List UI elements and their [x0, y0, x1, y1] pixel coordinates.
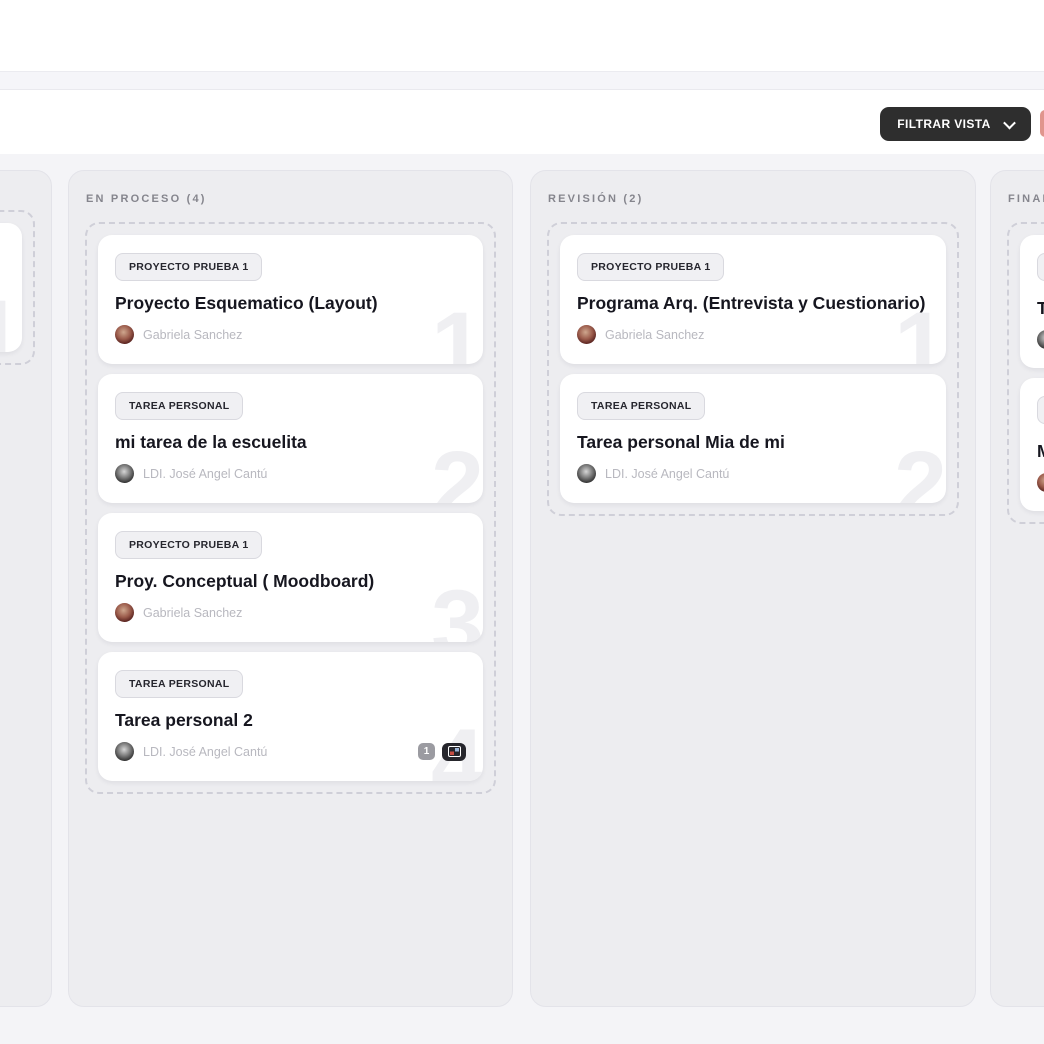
chevron-down-icon	[1002, 116, 1016, 129]
header-divider-strip	[0, 71, 1044, 90]
assignee-name: LDI. José Angel Cantú	[605, 466, 730, 481]
assignee-avatar	[1037, 473, 1044, 492]
assignee-avatar	[115, 464, 134, 483]
card-title: Proyecto Esquematico (Layout)	[115, 293, 378, 313]
task-card[interactable]: TAREA PERSONAL Tarea personal Mia de mi LD…	[560, 374, 946, 503]
assignee-avatar	[115, 742, 134, 761]
image-attachment-badge	[442, 742, 466, 761]
card-title: Programa Arq. (Entrevista y Cuestionario…	[577, 293, 926, 313]
subtask-count-badge: 1	[418, 743, 435, 760]
card-ghost-number: 1	[0, 287, 22, 353]
assignee-name: Gabriela Sanchez	[143, 605, 243, 620]
column-dropzone[interactable]: 1	[0, 210, 35, 365]
assignee-name: Gabriela Sanchez	[605, 327, 705, 342]
task-card[interactable]: M2	[1020, 378, 1044, 511]
card-title: Proy. Conceptual ( Moodboard)	[115, 571, 375, 591]
project-tag: TAREA PERSONAL	[577, 392, 706, 420]
project-tag: PROYECTO PRUEBA 1	[577, 253, 725, 281]
card-meta-row: Gabriela Sanchez	[577, 325, 929, 344]
board-toolbar: FILTRAR VISTA	[0, 90, 1044, 154]
assignee-name: LDI. José Angel Cantú	[143, 466, 268, 481]
card-ghost-number: 1	[431, 293, 483, 365]
assignee-avatar	[115, 603, 134, 622]
task-card[interactable]: T1	[1020, 235, 1044, 368]
project-tag	[1037, 253, 1044, 281]
assignee-name: Gabriela Sanchez	[143, 327, 243, 342]
column-dropzone[interactable]: PROYECTO PRUEBA 1 Proyecto Esquematico (L…	[85, 222, 496, 794]
column-revision: REVISIÓN (2) PROYECTO PRUEBA 1 Programa Ar…	[530, 170, 976, 1007]
card-meta-row	[1037, 473, 1044, 492]
card-title: M	[1037, 441, 1044, 461]
column-proceso: EN PROCESO (4) PROYECTO PRUEBA 1 Proyecto …	[68, 170, 513, 1007]
column-dropzone[interactable]: PROYECTO PRUEBA 1 Programa Arq. (Entrevis…	[547, 222, 959, 516]
task-card[interactable]: TAREA PERSONAL Tarea personal 2 LDI. José …	[98, 652, 483, 781]
column-left: 1	[0, 170, 52, 1007]
assignee-name: LDI. José Angel Cantú	[143, 744, 268, 759]
card-meta-row: LDI. José Angel Cantú	[577, 464, 929, 483]
column-header: REVISIÓN (2)	[548, 193, 644, 205]
card-title: T	[1037, 298, 1044, 318]
card-ghost-number: 1	[894, 293, 946, 365]
task-card[interactable]: PROYECTO PRUEBA 1 Proyecto Esquematico (L…	[98, 235, 483, 364]
task-card[interactable]: PROYECTO PRUEBA 1 Proy. Conceptual ( Mood…	[98, 513, 483, 642]
card-meta-row	[1037, 330, 1044, 349]
card-title: Tarea personal Mia de mi	[577, 432, 785, 452]
assignee-avatar	[115, 325, 134, 344]
column-header: FINAL	[1008, 193, 1044, 205]
project-tag: PROYECTO PRUEBA 1	[115, 253, 263, 281]
card-ghost-number: 2	[894, 432, 946, 504]
card-meta-row: Gabriela Sanchez	[115, 325, 466, 344]
assignee-avatar	[1037, 330, 1044, 349]
card-ghost-number: 2	[431, 432, 483, 504]
column-final: FINAL T1M2	[990, 170, 1044, 1007]
card-meta-row: LDI. José Angel Cantú 1	[115, 742, 466, 761]
column-header: EN PROCESO (4)	[86, 193, 207, 205]
project-tag	[1037, 396, 1044, 424]
page-header-space	[0, 0, 1044, 71]
column-dropzone[interactable]: T1M2	[1007, 222, 1044, 524]
card-badges: 1	[418, 742, 466, 761]
card-meta-row: LDI. José Angel Cantú	[115, 464, 466, 483]
task-card[interactable]: 1	[0, 223, 22, 352]
image-icon	[447, 746, 461, 757]
card-title: mi tarea de la escuelita	[115, 432, 307, 452]
board: 1 EN PROCESO (4) PROYECTO PRUEBA 1 Proyecto…	[0, 154, 1044, 1044]
assignee-avatar	[577, 464, 596, 483]
assignee-avatar	[577, 325, 596, 344]
project-tag: TAREA PERSONAL	[115, 392, 244, 420]
task-card[interactable]: TAREA PERSONAL mi tarea de la escuelita LD…	[98, 374, 483, 503]
partial-edge-button[interactable]	[1040, 110, 1044, 137]
project-tag: PROYECTO PRUEBA 1	[115, 531, 263, 559]
filter-view-label: FILTRAR VISTA	[897, 117, 991, 131]
filter-view-select[interactable]: FILTRAR VISTA	[880, 107, 1031, 141]
project-tag: TAREA PERSONAL	[115, 670, 244, 698]
task-card[interactable]: PROYECTO PRUEBA 1 Programa Arq. (Entrevis…	[560, 235, 946, 364]
card-meta-row: Gabriela Sanchez	[115, 603, 466, 622]
card-ghost-number: 3	[431, 571, 483, 643]
card-title: Tarea personal 2	[115, 710, 253, 730]
